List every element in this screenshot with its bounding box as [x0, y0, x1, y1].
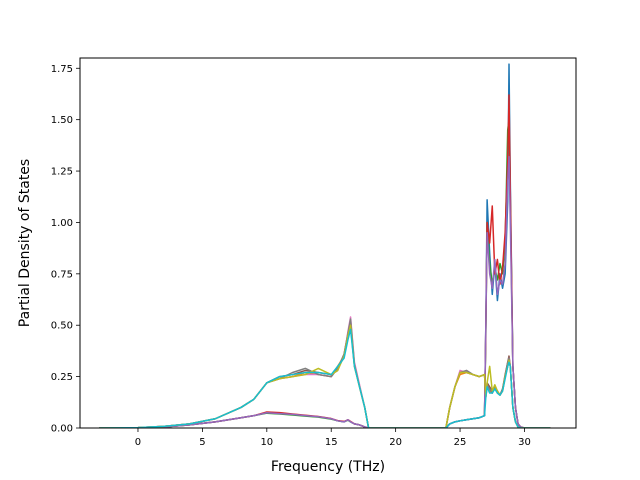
y-tick-label: 1.25 [51, 167, 73, 178]
x-axis-title: Frequency (THz) [271, 459, 385, 475]
y-axis-ticks: 0.00 0.25 0.50 0.75 1.00 1.25 1.50 1.75 [51, 64, 80, 435]
x-tick-label: 20 [389, 437, 402, 448]
x-tick-label: 25 [454, 437, 467, 448]
y-tick-label: 1.00 [51, 218, 73, 229]
x-tick-label: 15 [325, 437, 338, 448]
x-tick-label: 0 [135, 437, 141, 448]
series-layer [99, 63, 551, 428]
x-tick-label: 10 [260, 437, 273, 448]
x-tick-label: 30 [518, 437, 531, 448]
series-line-9 [99, 328, 551, 428]
y-axis-title: Partial Density of States [17, 159, 33, 327]
x-tick-label: 5 [199, 437, 205, 448]
y-tick-label: 0.75 [51, 269, 73, 280]
x-axis-ticks: 0 5 10 15 20 25 30 [135, 428, 531, 448]
y-tick-label: 0.50 [51, 321, 73, 332]
plot-frame [79, 57, 577, 429]
y-tick-label: 0.00 [51, 424, 73, 435]
y-tick-label: 1.75 [51, 64, 73, 75]
y-tick-label: 1.50 [51, 115, 73, 126]
y-tick-label: 0.25 [51, 372, 73, 383]
